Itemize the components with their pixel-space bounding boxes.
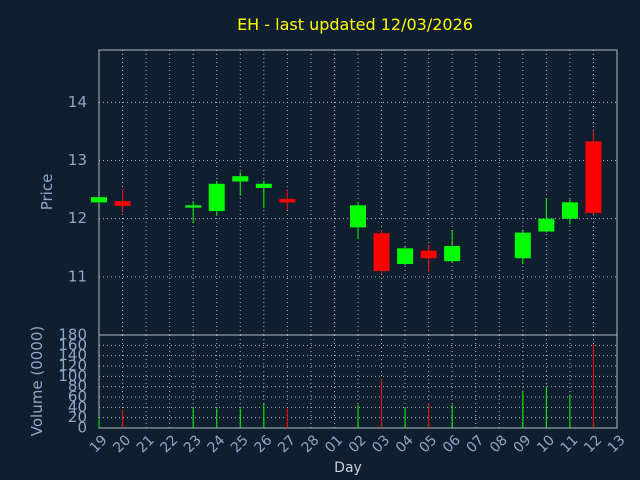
x-tick-label: 01 (322, 432, 346, 456)
volume-tick-label: 0 (77, 419, 87, 437)
x-tick-label: 24 (204, 432, 228, 456)
x-tick-label: 25 (228, 432, 252, 456)
x-tick-label: 23 (181, 432, 205, 456)
price-tick-label: 13 (68, 151, 87, 169)
volume-bars (98, 344, 594, 428)
price-tick-label: 12 (68, 209, 87, 227)
candle-body (420, 250, 437, 259)
volume-tick-label: 20 (68, 408, 87, 426)
price-tick-label: 14 (68, 93, 87, 111)
x-tick-label: 20 (110, 432, 134, 456)
candle-body (114, 201, 131, 206)
x-tick-label: 13 (605, 432, 629, 456)
candle-body (585, 141, 602, 213)
candle-body (279, 198, 296, 203)
x-tick-label: 21 (134, 432, 158, 456)
candle-body (185, 205, 202, 208)
x-tick-label: 28 (299, 432, 323, 456)
price-grid (99, 50, 617, 335)
x-tick-label: 05 (416, 432, 440, 456)
candle-body (561, 202, 578, 219)
x-tick-label: 10 (534, 432, 558, 456)
candle-body (350, 205, 366, 228)
x-tick-label: 02 (346, 432, 370, 456)
volume-tick-label: 140 (58, 346, 87, 364)
price-y-ticks: 11 12 13 14 (68, 93, 87, 285)
x-tick-label: 03 (369, 432, 393, 456)
x-tick-label: 27 (275, 432, 299, 456)
x-tick-label: 22 (157, 432, 181, 456)
x-tick-label: 04 (393, 432, 417, 456)
candle-body (255, 183, 272, 188)
x-tick-label: 26 (252, 432, 276, 456)
volume-tick-label: 60 (68, 388, 87, 406)
price-axis-label: Price (38, 174, 56, 211)
x-tick-label: 12 (581, 432, 605, 456)
volume-tick-label: 40 (68, 398, 87, 416)
x-tick-label: 19 (87, 432, 111, 456)
candle-body (373, 233, 390, 272)
volume-tick-label: 180 (58, 326, 87, 344)
candles (91, 131, 602, 274)
candle-body (397, 248, 414, 265)
price-plot-frame (98, 49, 618, 336)
x-tick-label: 09 (511, 432, 535, 456)
candle-body (538, 218, 555, 232)
volume-tick-label: 80 (68, 377, 87, 395)
candle-body (91, 197, 107, 203)
volume-axis-label: Volume (0000) (28, 326, 46, 436)
x-ticks: 19 20 21 22 23 24 25 26 27 28 01 02 03 04 05 06 07 08 09 10… (87, 432, 629, 456)
volume-tick-label: 160 (58, 336, 87, 354)
x-tick-label: 08 (487, 432, 511, 456)
x-axis-label: Day (334, 460, 362, 476)
volume-tick-label: 120 (58, 357, 87, 375)
volume-tick-label: 100 (58, 367, 87, 385)
x-tick-label: 06 (440, 432, 464, 456)
candle-body (444, 246, 461, 262)
x-tick-label: 07 (463, 432, 487, 456)
x-tick-label: 11 (558, 432, 582, 456)
chart-title: EH - last updated 12/03/2026 (237, 15, 473, 34)
price-panel: 11 12 13 14 Price (38, 49, 618, 336)
candle-body (208, 183, 225, 212)
candle-body (514, 232, 531, 259)
candle-body (232, 176, 249, 182)
price-tick-label: 11 (68, 267, 87, 285)
